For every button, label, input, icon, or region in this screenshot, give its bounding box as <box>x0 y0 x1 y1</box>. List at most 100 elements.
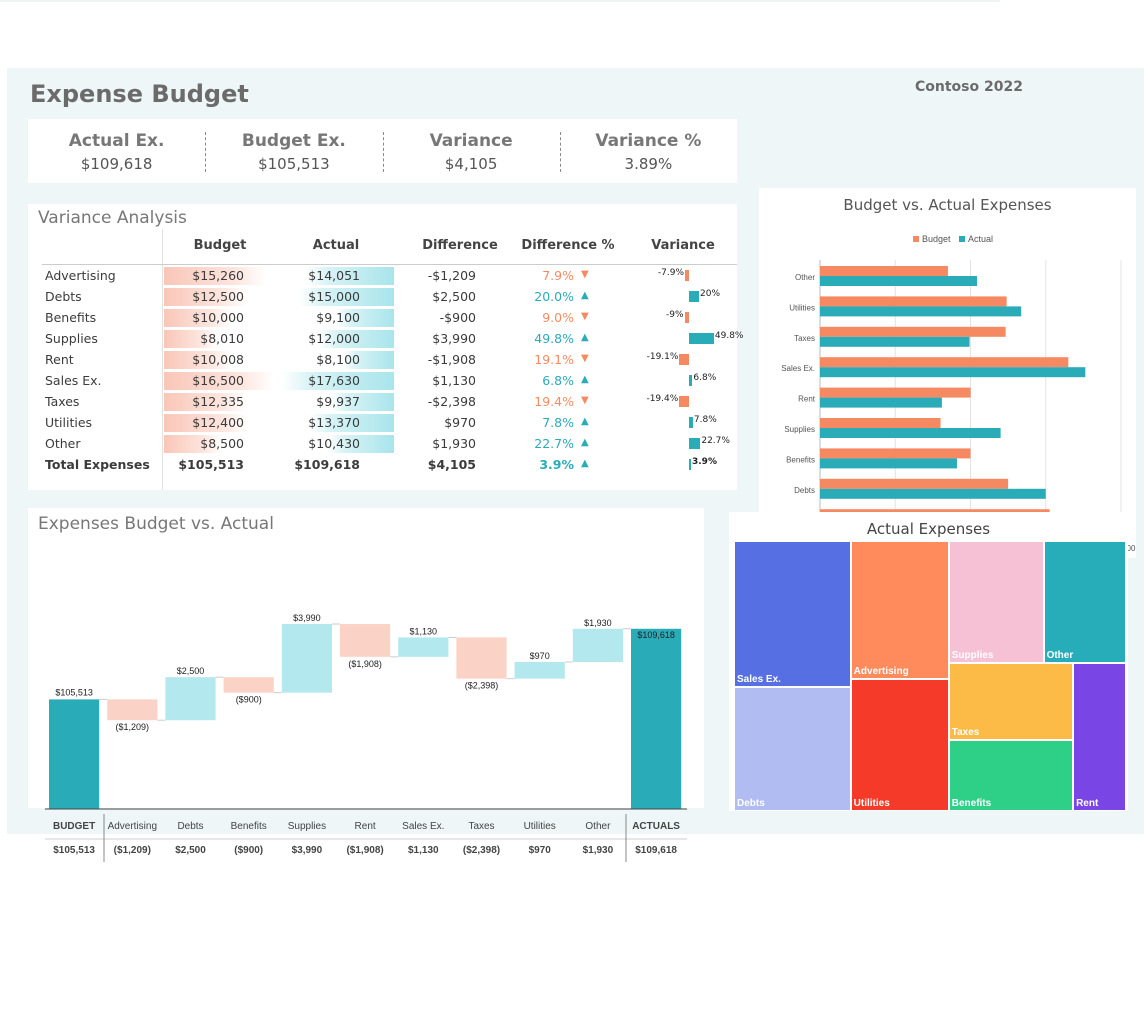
variance-label: 3.9% <box>692 457 717 467</box>
difference-pct-cell: 9.0% <box>542 310 574 325</box>
waterfall-bar <box>49 699 100 809</box>
chart-legend: Budget Actual <box>907 234 993 244</box>
actual-cell: $14,051 <box>308 268 360 283</box>
actual-cell: $13,370 <box>308 415 360 430</box>
difference-cell: $4,105 <box>427 457 476 472</box>
difference-pct-cell: 22.7% <box>534 436 574 451</box>
difference-cell: -$900 <box>439 310 476 325</box>
treemap-label: Debts <box>737 797 765 809</box>
variance-bar <box>689 417 693 428</box>
waterfall-bar <box>456 637 507 679</box>
kpi-label: Variance % <box>595 131 702 151</box>
waterfall-data-label: $3,990 <box>293 613 321 623</box>
difference-pct-cell: 19.4% <box>534 394 574 409</box>
actual-cell: $8,100 <box>316 352 360 367</box>
triangle-up-icon: ▲ <box>581 374 589 385</box>
budget-cell: $8,500 <box>200 436 244 451</box>
variance-bar <box>689 459 691 470</box>
waterfall-data-label: $1,930 <box>584 618 612 628</box>
treemap-tile: Utilities <box>850 679 949 811</box>
table-value: $109,618 <box>635 845 677 856</box>
category-label: Taxes <box>45 394 80 409</box>
treemap-label: Rent <box>1076 797 1099 809</box>
difference-cell: $970 <box>444 415 476 430</box>
chart-title: Actual Expenses <box>866 520 991 538</box>
actual-bar <box>820 336 970 347</box>
panel-title: Variance Analysis <box>38 208 187 228</box>
budget-databar <box>164 309 231 327</box>
table-value: $3,990 <box>292 845 323 856</box>
y-tick-label: Debts <box>794 486 815 495</box>
category-label: Supplies <box>45 331 98 346</box>
variance-label: 49.8% <box>714 331 744 341</box>
actual-cell: $109,618 <box>294 457 360 472</box>
treemap-label: Other <box>1046 650 1074 662</box>
triangle-down-icon: ▼ <box>581 311 589 322</box>
waterfall-bar <box>631 628 682 809</box>
table-row: Taxes $12,335 $9,937 -$2,398 19.4% ▼ -19.4% <box>28 391 737 412</box>
variance-bar <box>684 312 689 323</box>
kpi-variance-pct: Variance % 3.89% <box>559 119 737 183</box>
variance-label: 22.7% <box>701 436 730 446</box>
treemap-label: Advertising <box>853 666 909 678</box>
variance-bar <box>689 333 714 344</box>
treemap-tile: Supplies <box>948 541 1044 664</box>
difference-cell: -$2,398 <box>427 394 476 409</box>
waterfall-data-label: $1,130 <box>410 626 438 636</box>
waterfall-panel: Expenses Budget vs. Actual $105,513 BUDGE… <box>28 508 704 862</box>
budget-cell: $10,000 <box>192 310 244 325</box>
table-value: $2,500 <box>175 845 206 856</box>
y-tick-label: Utilities <box>789 303 815 312</box>
waterfall-bar <box>107 699 158 721</box>
x-category-label: Supplies <box>288 821 326 832</box>
budget-cell: $15,260 <box>192 268 244 283</box>
triangle-up-icon: ▲ <box>581 437 589 448</box>
table-row: Benefits $10,000 $9,100 -$900 9.0% ▼ -9% <box>28 307 737 328</box>
table-value: ($2,398) <box>463 845 500 856</box>
actual-databar <box>328 435 394 453</box>
category-label: Total Expenses <box>45 457 150 472</box>
table-value: $970 <box>529 845 552 856</box>
waterfall-bar <box>165 677 216 721</box>
difference-pct-cell: 49.8% <box>534 331 574 346</box>
category-label: Debts <box>45 289 82 304</box>
actual-databar <box>336 309 394 327</box>
actual-databar <box>282 372 394 390</box>
actual-bar <box>820 428 1001 438</box>
legend-budget: Budget <box>922 234 951 244</box>
treemap-tile: Debts <box>734 686 851 811</box>
triangle-down-icon: ▼ <box>581 395 589 406</box>
difference-cell: $1,930 <box>432 436 476 451</box>
variance-label: -9% <box>665 310 684 320</box>
budget-databar <box>164 435 221 453</box>
budget-databar <box>164 267 266 285</box>
category-label: Other <box>45 436 81 451</box>
y-tick-label: Supplies <box>784 425 815 434</box>
difference-pct-cell: 19.1% <box>534 352 574 367</box>
x-category-label: Sales Ex. <box>402 821 444 832</box>
waterfall-data-label: $109,618 <box>637 630 675 640</box>
column-divider <box>162 229 163 490</box>
waterfall-data-label: ($1,209) <box>116 722 150 732</box>
actual-cell: $10,430 <box>308 436 360 451</box>
table-value: $105,513 <box>53 845 95 856</box>
actual-databar <box>309 414 394 432</box>
waterfall-bar <box>340 624 391 657</box>
budget-cell: $12,500 <box>192 289 244 304</box>
budget-databar <box>164 351 231 369</box>
variance-label: -19.4% <box>646 394 679 404</box>
budget-databar <box>164 393 246 411</box>
x-category-label: Benefits <box>231 821 267 832</box>
waterfall-bar <box>398 637 449 657</box>
waterfall-bar <box>281 624 332 693</box>
difference-cell: $3,990 <box>432 331 476 346</box>
actual-bar <box>820 458 957 469</box>
budget-bar <box>820 266 948 276</box>
difference-pct-cell: 20.0% <box>534 289 574 304</box>
kpi-value: $105,513 <box>258 155 330 173</box>
actual-databar <box>331 393 394 411</box>
waterfall-data-label: $2,500 <box>177 666 205 676</box>
variance-label: -19.1% <box>646 352 679 362</box>
treemap-label: Utilities <box>853 797 890 809</box>
table-row: Debts $12,500 $15,000 $2,500 20.0% ▲ 20% <box>28 286 737 307</box>
